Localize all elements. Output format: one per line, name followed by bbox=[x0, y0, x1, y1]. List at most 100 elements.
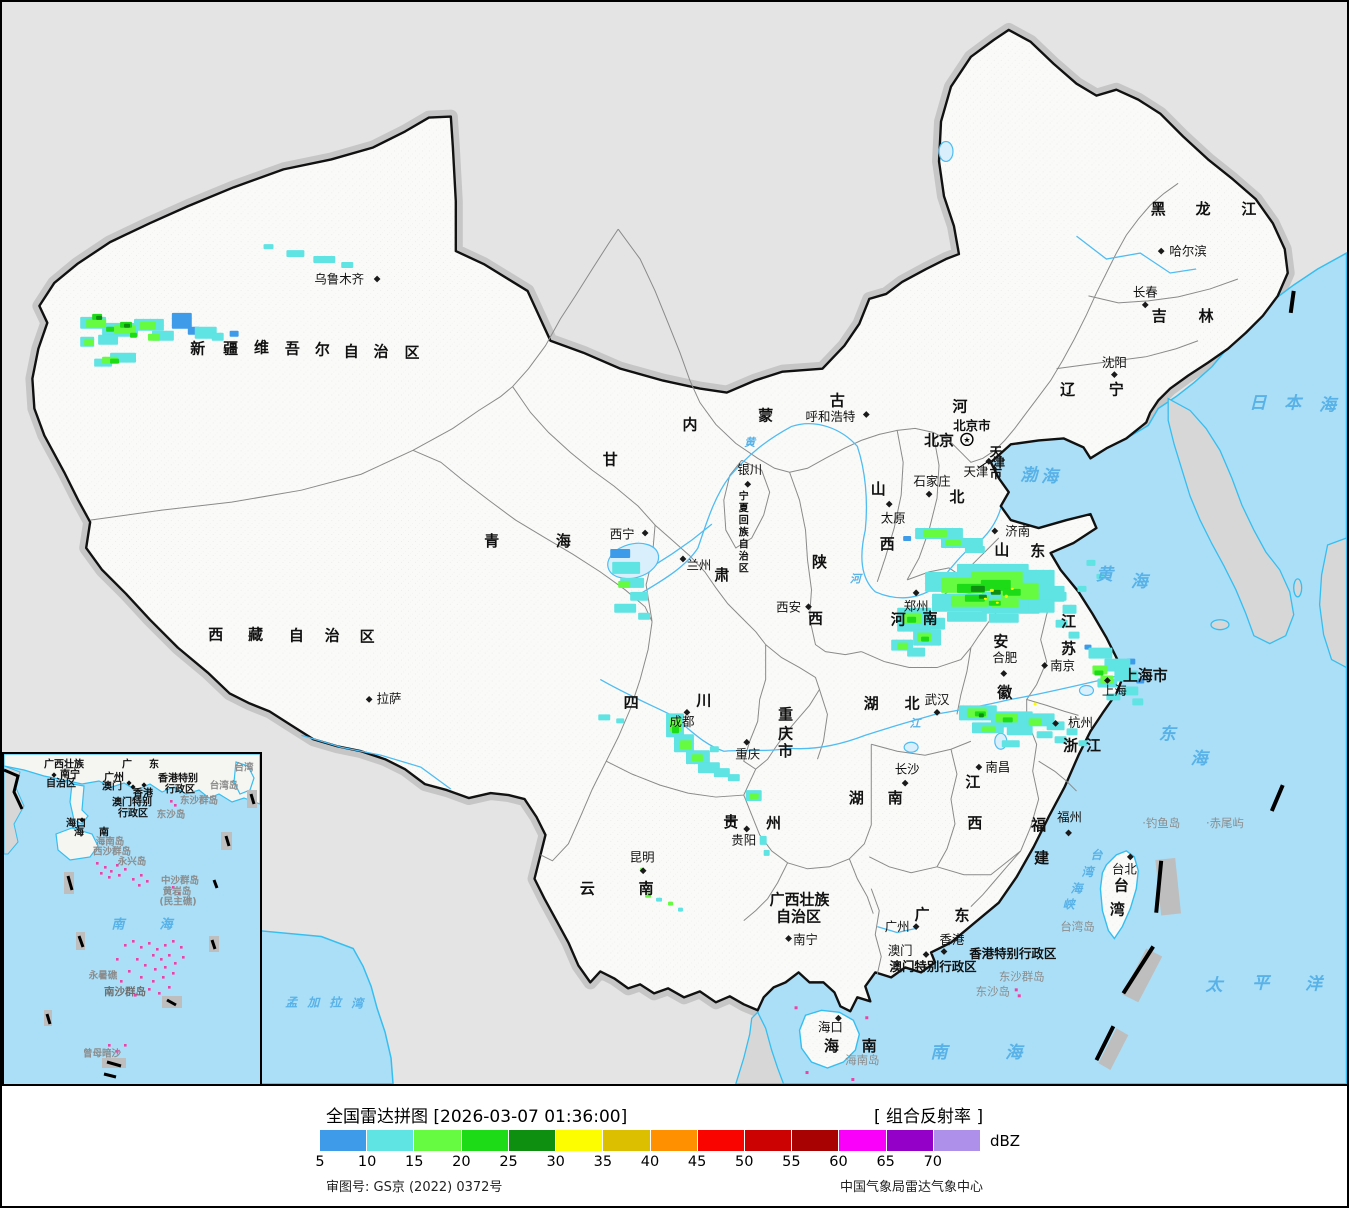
vietnam-coast bbox=[735, 1011, 785, 1084]
inset-label: 海南岛 bbox=[96, 836, 125, 848]
echo-pixel-10dbz bbox=[1062, 604, 1077, 614]
island-label: ·钓鱼岛 bbox=[1142, 816, 1180, 830]
province-label: 古 bbox=[830, 392, 845, 410]
inset-label: 台湾岛 bbox=[210, 780, 239, 792]
inset-islet-dot bbox=[118, 874, 121, 877]
province-label: 治 bbox=[325, 627, 340, 645]
inset-islet-dot bbox=[138, 884, 141, 887]
echo-pixel-10dbz bbox=[727, 774, 740, 782]
sea-label: 海 bbox=[1041, 466, 1061, 486]
province-label: 西 bbox=[208, 626, 223, 644]
inset-islet-dot bbox=[146, 880, 149, 883]
inset-label: (民主礁) bbox=[159, 896, 196, 908]
city-label: 银川 bbox=[737, 462, 762, 477]
inset-label: 西沙群岛 bbox=[93, 846, 131, 858]
echo-pixel-10dbz bbox=[341, 262, 354, 269]
echo-pixel-30dbz bbox=[1033, 702, 1037, 706]
legend-tick-25: 25 bbox=[499, 1154, 518, 1170]
echo-pixel-10dbz bbox=[630, 591, 649, 601]
province-label: 北京市 bbox=[953, 418, 991, 433]
map-approval-number: 审图号: GS京 (2022) 0372号 bbox=[326, 1180, 503, 1195]
inset-islet-dot bbox=[124, 944, 127, 947]
inset-islet-dot bbox=[182, 956, 185, 959]
city-label: 郑州 bbox=[904, 598, 929, 613]
islet-dot bbox=[794, 1006, 798, 1010]
province-label: 西 bbox=[808, 610, 823, 628]
city-label: 西安 bbox=[776, 599, 801, 614]
echo-pixel-10dbz bbox=[656, 897, 663, 902]
inset-label: 东沙岛 bbox=[157, 809, 186, 821]
sea-label: 黄 bbox=[1096, 564, 1115, 584]
legend-tick-65: 65 bbox=[876, 1154, 895, 1170]
echo-pixel-25dbz bbox=[978, 713, 984, 718]
inset-islet-dot bbox=[136, 958, 139, 961]
inset-islet-dot bbox=[174, 804, 177, 807]
echo-pixel-10dbz bbox=[759, 835, 767, 845]
hainan-island bbox=[798, 1009, 861, 1069]
echo-pixel-15dbz bbox=[749, 793, 759, 800]
inset-islet-dot bbox=[174, 962, 177, 965]
legend-tick-60: 60 bbox=[829, 1154, 848, 1170]
echo-pixel-30dbz bbox=[995, 601, 999, 604]
inset-islet-dot bbox=[144, 964, 147, 967]
island-label: 东沙岛 bbox=[976, 984, 1010, 998]
inset-islet-dot bbox=[154, 968, 157, 971]
echo-pixel-10dbz bbox=[313, 256, 336, 264]
sea-label: 海 bbox=[1319, 395, 1339, 415]
sea-label: 台 bbox=[1090, 848, 1103, 862]
legend-cell-15dbz bbox=[414, 1130, 462, 1151]
nine-dash-segment bbox=[66, 875, 74, 891]
echo-pixel-10dbz bbox=[616, 718, 625, 724]
maritime-boundary-dashes bbox=[1094, 290, 1296, 1071]
south-china-sea-inset: 广西壮族 南宁 自治区 广 东广州 澳门 香港 香港特别 行政区 澳门特别 行政区 台湾 台湾岛 东沙群岛… bbox=[2, 752, 262, 1090]
inset-islet-dot bbox=[158, 992, 161, 995]
province-label: 山 bbox=[871, 480, 886, 498]
province-label: 河 bbox=[952, 398, 967, 416]
province-label: 南 bbox=[888, 789, 903, 807]
inset-label: 行政区 bbox=[117, 807, 148, 820]
inset-mainland bbox=[3, 753, 261, 805]
echo-pixel-5dbz bbox=[903, 536, 912, 542]
province-label: 维 bbox=[254, 339, 269, 357]
echo-pixel-10dbz bbox=[1068, 631, 1080, 639]
echo-pixel-10dbz bbox=[612, 561, 641, 574]
agency-credit: 中国气象局雷达气象中心 bbox=[840, 1180, 984, 1195]
inset-islet-dot bbox=[128, 970, 131, 973]
echo-pixel-15dbz bbox=[645, 892, 652, 898]
province-label: 浙 bbox=[1063, 736, 1078, 754]
river-label: 黄 bbox=[744, 436, 757, 449]
echo-pixel-10dbz bbox=[1077, 585, 1087, 592]
legend-tick-20: 20 bbox=[452, 1154, 471, 1170]
province-boundaries bbox=[90, 182, 1239, 975]
inset-label: 行政区 bbox=[164, 783, 195, 796]
city-dot bbox=[785, 935, 792, 942]
province-label: 北 bbox=[905, 694, 920, 712]
legend-tick-70: 70 bbox=[923, 1154, 943, 1170]
city-label: 杭州 bbox=[1068, 715, 1093, 730]
province-label: 建 bbox=[1034, 849, 1049, 867]
hulun-lake bbox=[938, 140, 954, 163]
province-label: 治 bbox=[739, 549, 749, 562]
inset-islet-dot bbox=[164, 966, 167, 969]
echo-pixel-10dbz bbox=[1066, 728, 1078, 736]
echo-pixel-15dbz bbox=[147, 333, 160, 341]
province-label: 龙 bbox=[1195, 200, 1211, 218]
province-label: 尔 bbox=[315, 341, 330, 359]
city-label: 石家庄 bbox=[913, 474, 950, 489]
echo-pixel-10dbz bbox=[907, 647, 926, 657]
province-label: 安 bbox=[993, 633, 1008, 651]
inset-islet-dot bbox=[110, 870, 113, 873]
legend-product-label: [ 组合反射率 ] bbox=[874, 1107, 984, 1127]
province-label: 湖 bbox=[849, 789, 864, 807]
inset-sea bbox=[4, 754, 260, 1088]
province-label: 天 bbox=[990, 444, 1003, 459]
inset-city-dot bbox=[141, 782, 147, 788]
city-label: 呼和浩特 bbox=[806, 409, 856, 424]
echo-pixel-10dbz bbox=[927, 617, 945, 630]
island-label: ·赤尾屿 bbox=[1206, 816, 1244, 830]
inset-label: 海 bbox=[74, 826, 84, 839]
city-label: 海口 bbox=[818, 1020, 843, 1035]
province-label: 甘 bbox=[603, 450, 618, 468]
province-label: 黑 bbox=[1151, 200, 1166, 218]
